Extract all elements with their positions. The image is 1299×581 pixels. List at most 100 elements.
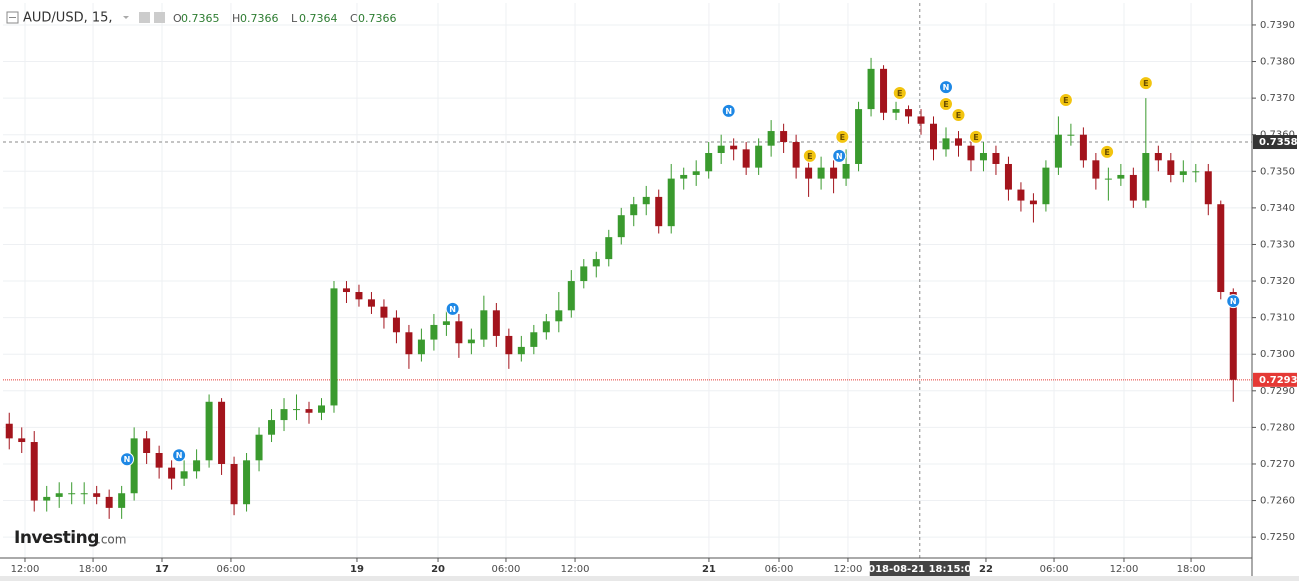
candle-body	[1042, 167, 1050, 205]
candle-body	[1192, 171, 1200, 173]
event-label: N	[449, 305, 456, 314]
candle-body	[592, 259, 600, 267]
candle-body	[80, 493, 88, 495]
candle-body	[717, 145, 725, 153]
event-label: E	[973, 133, 978, 142]
y-tick-label: 0.7280	[1260, 422, 1295, 433]
event-badge[interactable]	[892, 86, 907, 100]
candle-body	[642, 196, 650, 205]
candle-body	[1217, 204, 1225, 293]
event-badge[interactable]	[1226, 294, 1241, 309]
candle-body	[467, 339, 475, 344]
x-tick-label: 12:00	[11, 564, 40, 575]
candle-body	[1017, 189, 1025, 201]
event-badge[interactable]	[1100, 144, 1115, 159]
settings-icon[interactable]	[139, 12, 150, 23]
x-tick-label: 21	[702, 564, 716, 575]
ohlc-key: C	[350, 12, 358, 25]
candle-body	[667, 178, 675, 227]
candle-body	[755, 145, 763, 168]
event-badge[interactable]	[1138, 76, 1153, 91]
candle-body	[942, 138, 950, 150]
event-badge[interactable]	[1058, 92, 1073, 107]
x-tick-label: 18:00	[79, 564, 108, 575]
x-tick-label: 17	[155, 564, 169, 575]
event-label: N	[836, 152, 843, 161]
candle-body	[1154, 153, 1162, 161]
candle-body	[892, 109, 900, 113]
candle-body	[855, 109, 863, 164]
candle-body	[742, 149, 750, 168]
candle-body	[305, 409, 313, 413]
candle-body	[367, 299, 375, 307]
candle-body	[680, 174, 688, 179]
symbol: AUD/USD, 15,	[23, 11, 113, 26]
y-tick-label: 0.7340	[1260, 203, 1295, 214]
event-badge[interactable]	[938, 80, 953, 95]
event-badge[interactable]	[172, 448, 187, 463]
candle-body	[293, 409, 301, 411]
y-tick-label: 0.7270	[1260, 459, 1295, 470]
event-badge[interactable]	[445, 301, 460, 316]
event-badge[interactable]	[832, 148, 847, 163]
last-price-badge	[1253, 372, 1297, 387]
x-tick-label: 06:00	[217, 564, 246, 575]
eye-icon[interactable]	[154, 12, 165, 23]
x-tick-label: 06:00	[1040, 564, 1069, 575]
candle-body	[430, 324, 438, 340]
candle-body	[1117, 174, 1125, 179]
candle-body	[93, 493, 101, 497]
event-badge[interactable]	[721, 103, 736, 118]
event-badge[interactable]	[835, 129, 850, 144]
candle-body	[867, 68, 875, 110]
candle-body	[830, 167, 838, 179]
event-label: E	[943, 100, 948, 109]
candle-body	[180, 471, 188, 479]
grid	[3, 3, 1252, 558]
ohlc-value: 0.7366	[358, 12, 397, 25]
ohlc-key: O	[173, 12, 182, 25]
candle-body	[530, 332, 538, 347]
candle-body	[5, 423, 13, 439]
candle-body	[930, 123, 938, 150]
dropdown-arrow[interactable]	[123, 16, 129, 19]
candle-body	[1204, 171, 1212, 205]
candle-body	[380, 306, 388, 318]
candle-body	[1179, 171, 1187, 175]
candle-body	[492, 310, 500, 336]
candle-body	[355, 292, 363, 300]
event-badge[interactable]	[802, 148, 817, 163]
candle-body	[255, 434, 263, 461]
candle-body	[1054, 134, 1062, 168]
ohlc-value: 0.7364	[299, 12, 338, 25]
collapse-icon[interactable]	[6, 11, 19, 24]
candle-body	[317, 405, 325, 413]
candle-body	[767, 131, 775, 146]
candle-body	[817, 167, 825, 179]
candle-body	[405, 332, 413, 355]
event-label: E	[840, 133, 845, 142]
candle-body	[692, 171, 700, 175]
candle-body	[517, 346, 525, 355]
candle-body	[567, 281, 575, 311]
event-badge[interactable]	[968, 129, 983, 144]
event-badge[interactable]	[120, 452, 135, 467]
candle-body	[630, 204, 638, 216]
y-tick-label: 0.7320	[1260, 276, 1295, 287]
y-tick-label: 0.7350	[1260, 166, 1295, 177]
y-tick-label: 0.7250	[1260, 532, 1295, 543]
ohlc-value: 0.7365	[181, 12, 220, 25]
logo-suffix: .com	[97, 533, 126, 547]
candle-body	[392, 317, 400, 333]
candle-body	[917, 116, 925, 124]
event-badge[interactable]	[938, 96, 953, 111]
candle-body	[43, 496, 51, 501]
x-tick-label: 06:00	[765, 564, 794, 575]
candle-body	[780, 131, 788, 143]
event-badge[interactable]	[951, 107, 966, 122]
ohlc-key: L	[291, 12, 298, 25]
candle-body	[30, 442, 38, 501]
